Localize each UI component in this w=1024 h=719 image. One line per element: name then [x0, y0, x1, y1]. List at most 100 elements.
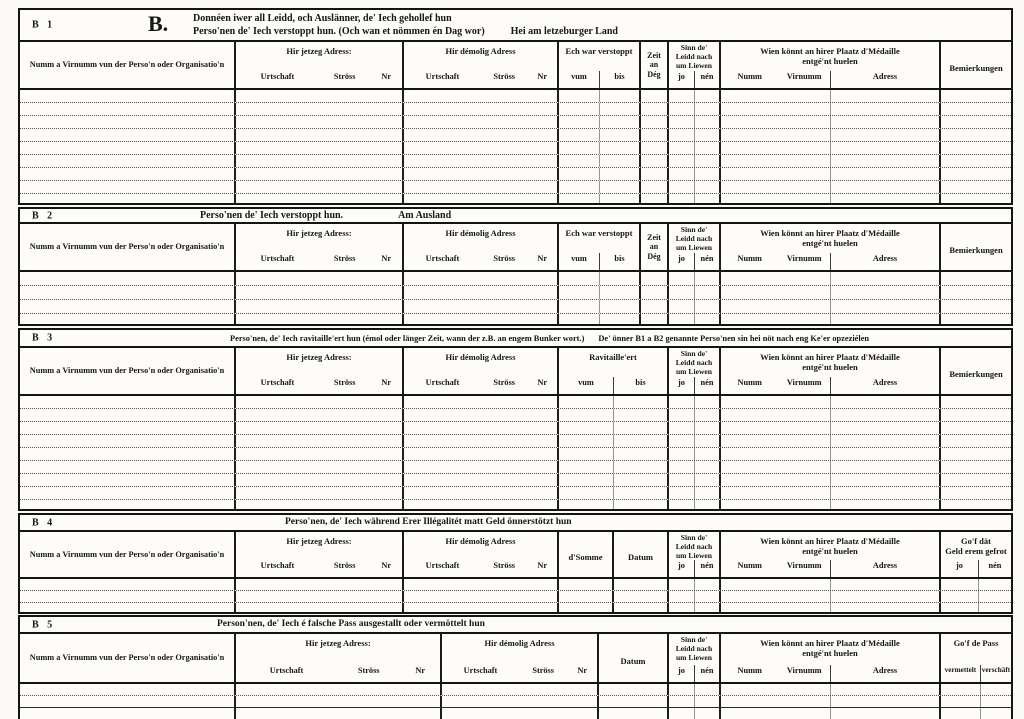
- body-cell: [234, 155, 402, 167]
- body-cell: [939, 474, 1011, 486]
- body-cell: [557, 409, 667, 421]
- body-subcell: [669, 708, 694, 719]
- body-subcell: [693, 90, 719, 102]
- body-subcell: [559, 116, 599, 128]
- section-title-note: Am Ausland: [398, 210, 452, 221]
- section-b4: B 4 Perso'nen, de' Iech während Erer Illé…: [18, 513, 1013, 614]
- subcolumn-label: jo: [678, 378, 685, 387]
- section-id: B 1: [32, 19, 56, 31]
- body-cell: [402, 142, 557, 154]
- body-subcell: [527, 448, 557, 460]
- subcolumn-row: Urtschaft Ströss Nr: [442, 665, 597, 682]
- subcolumn-label: vermettelt: [944, 666, 977, 674]
- body-subcell: [527, 500, 557, 509]
- body-cell: [402, 500, 557, 509]
- body-cell: [639, 181, 667, 193]
- subcolumn-label: Ströss: [532, 666, 555, 675]
- body-subcell: [669, 194, 694, 203]
- body-subcell: [830, 696, 939, 707]
- section-title: Donnéen iwer all Leidd, och Auslänner, d…: [193, 12, 618, 38]
- column-header: Go'f de Pass vermettelt verschäft: [939, 634, 1011, 682]
- body-cell: [402, 194, 557, 203]
- body-subcell: [319, 579, 370, 590]
- body-subcell: [559, 487, 613, 499]
- table-header-row: Numm a Virnumm vun der Perso'n oder Orga…: [20, 42, 1011, 90]
- subcolumn-label: bis: [598, 71, 639, 88]
- body-subcell: [319, 181, 370, 193]
- column-label: Hir démolig Adress: [445, 352, 516, 362]
- body-cell: [612, 591, 667, 602]
- column-header: Sinn de' Leidd nach um Liewen jo nén: [667, 42, 719, 88]
- body-subcell: [236, 435, 319, 447]
- body-subcell: [669, 487, 694, 499]
- body-subcell: [481, 129, 527, 141]
- body-subcell: [669, 314, 694, 324]
- column-header: Hir démolig Adress Urtschaft Ströss Nr: [402, 224, 557, 270]
- body-subcell: [778, 103, 830, 115]
- body-subcell: [404, 116, 481, 128]
- body-cell: [440, 708, 597, 719]
- body-subcell: [669, 272, 694, 285]
- body-cell: [234, 409, 402, 421]
- body-subcell: [404, 591, 481, 602]
- body-subcell: [319, 272, 370, 285]
- body-cell: [719, 487, 939, 499]
- subcolumn-row: jo nén: [669, 560, 719, 577]
- column-group-label: Hir jetzeg Adress:: [236, 348, 402, 377]
- column-header: Ech war verstoppt vum bis: [557, 42, 639, 88]
- subcolumn-row: jo nén: [669, 665, 719, 682]
- body-cell: [20, 142, 234, 154]
- section-title-note: De' önner B1 a B2 genannte Perso'nen sin…: [598, 333, 870, 343]
- body-cell: [557, 116, 639, 128]
- subcolumn-row: Numm Virnumm Adress: [721, 377, 939, 394]
- body-subcell: [236, 684, 337, 695]
- body-subcell: [370, 461, 402, 473]
- section-id: B 3: [32, 332, 56, 344]
- subcolumn-row: jo nén: [669, 253, 719, 270]
- body-cell: [20, 168, 234, 180]
- column-group-label: Hir démolig Adress: [404, 224, 557, 253]
- body-subcell: [404, 286, 481, 299]
- body-subcell: [778, 708, 830, 719]
- body-cell: [667, 142, 719, 154]
- body-cell: [667, 129, 719, 141]
- body-subcell: [669, 300, 694, 313]
- column-label: Ech war verstoppt: [565, 46, 633, 56]
- body-cell: [639, 129, 667, 141]
- body-subcell: [370, 603, 402, 612]
- body-subcell: [693, 272, 719, 285]
- column-label-line: Go'f dät: [961, 536, 991, 546]
- subcolumn-label: Urtschaft: [425, 254, 460, 263]
- body-subcell: [693, 603, 719, 612]
- subcolumn-row: Numm Virnumm Adress: [721, 665, 939, 682]
- body-cell: [939, 500, 1011, 509]
- body-subcell: [830, 194, 939, 203]
- body-subcell: [721, 129, 778, 141]
- column-label-line: Wien könnt an hirer Plaatz d'Médaille: [760, 536, 900, 546]
- column-label: Go'f de Pass: [953, 638, 999, 648]
- body-cell: [667, 194, 719, 203]
- body-cell: [557, 142, 639, 154]
- body-cell: [639, 272, 667, 285]
- body-cell: [667, 300, 719, 313]
- body-subcell: [404, 461, 481, 473]
- body-cell: [667, 168, 719, 180]
- body-cell: [667, 409, 719, 421]
- column-label-line: an: [649, 60, 659, 70]
- body-cell: [557, 487, 667, 499]
- body-cell: [20, 422, 234, 434]
- body-subcell: [598, 314, 639, 324]
- body-subcell: [481, 422, 527, 434]
- subcolumn-label: Nr: [381, 72, 392, 81]
- subcolumn-label: Ströss: [333, 561, 356, 570]
- body-subcell: [721, 142, 778, 154]
- column-header: Numm a Virnumm vun der Perso'n oder Orga…: [20, 532, 234, 577]
- body-cell: [234, 168, 402, 180]
- body-row: [20, 129, 1011, 142]
- body-cell: [939, 314, 1011, 324]
- body-cell: [639, 116, 667, 128]
- body-subcell: [319, 90, 370, 102]
- body-subcell: [693, 487, 719, 499]
- body-subcell: [559, 90, 599, 102]
